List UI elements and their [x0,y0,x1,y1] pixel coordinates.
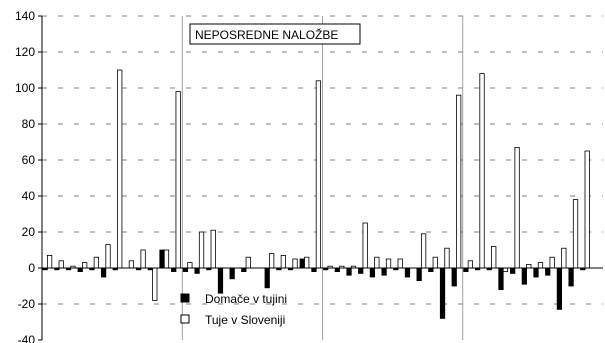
bar-tuje [561,247,567,269]
y-tick-label: 0 [28,261,35,275]
bar-domace [311,267,317,272]
y-axis-ticks: -40 -20 0 20 40 60 80 100 120 140 [15,9,42,343]
bars [42,69,590,319]
bar-tuje [491,245,497,269]
bar-tuje [362,222,368,269]
bar-domace [568,267,574,287]
bar-tuje [245,256,251,269]
bar-tuje [467,260,473,269]
bar-tuje [269,253,275,269]
bar-tuje [479,73,485,269]
bar-domace [159,249,165,269]
bar-tuje [456,94,462,269]
bar-tuje [46,254,53,269]
y-tick-label: -20 [18,297,36,311]
bar-tuje [549,256,555,269]
bar-tuje [537,262,544,269]
bar-tuje [82,262,88,269]
bar-domace [264,267,270,289]
bar-tuje [152,267,158,301]
bar-domace [241,267,247,272]
chart-title-box: NEPOSREDNE NALOŽBE [189,23,361,45]
bar-tuje [140,249,146,269]
bar-tuje [117,69,123,269]
bar-tuje [572,199,579,269]
bar-domace [299,258,305,269]
legend-label-tuje: Tuje v Sloveniji [205,313,285,327]
bar-domace [498,267,504,291]
bar-domace [171,267,177,272]
bar-tuje [444,247,450,269]
bar-domace [556,267,563,310]
bar-domace [463,267,469,272]
bar-tuje [385,258,392,269]
bar-tuje [514,146,520,269]
legend-label-domace: Domače v tujini [205,292,287,306]
bar-tuje [105,244,111,269]
bar-tuje [502,267,509,272]
y-tick-label: 60 [22,153,36,167]
y-tick-label: 80 [22,117,36,131]
bar-tuje [93,256,99,269]
bar-tuje [420,233,427,269]
y-tick-label: 140 [15,9,35,23]
bar-domace [521,267,527,285]
bar-domace [182,267,189,272]
bar-tuje [304,256,310,269]
bar-tuje [210,229,216,269]
bar-domace [358,267,364,274]
bar-domace [369,267,376,278]
bar-tuje [58,260,64,269]
bar-domace [381,267,387,276]
y-tick-label: 120 [15,45,35,59]
bar-domace [533,267,539,278]
bar-domace [229,267,235,280]
y-tick-label: -40 [18,333,36,343]
bar-domace [77,267,83,272]
legend-swatch-tuje [180,314,190,324]
bar-tuje [584,150,590,269]
bar-tuje [374,256,380,269]
y-tick-label: 20 [22,225,36,239]
bar-tuje [280,254,286,269]
bar-tuje [432,256,438,269]
gridlines [42,15,603,305]
bar-tuje [315,80,322,269]
year-dividers [181,16,464,340]
bar-domace [217,267,224,294]
chart-title: NEPOSREDNE NALOŽBE [195,27,338,42]
bar-domace [428,267,434,272]
legend: Domače v tujini Tuje v Sloveniji [180,292,287,327]
bar-tuje [175,91,181,269]
bar-tuje [187,262,193,269]
legend-swatch-domace [180,293,190,303]
y-tick-label: 100 [15,81,35,95]
bar-tuje [198,231,205,269]
bar-domace [100,267,107,278]
bar-domace [404,267,411,278]
bar-domace [346,267,352,276]
bar-domace [416,267,422,282]
bar-domace [545,267,551,276]
bar-tuje [128,260,135,269]
bar-tuje [292,258,298,269]
bar-domace [510,267,516,274]
bar-domace [334,267,340,272]
bar-tuje [526,263,532,269]
bar-domace [439,267,446,319]
bar-tuje [397,258,403,269]
bar-tuje [163,249,170,269]
bar-domace [451,267,457,287]
bar-domace [194,267,200,274]
y-tick-label: 40 [22,189,36,203]
